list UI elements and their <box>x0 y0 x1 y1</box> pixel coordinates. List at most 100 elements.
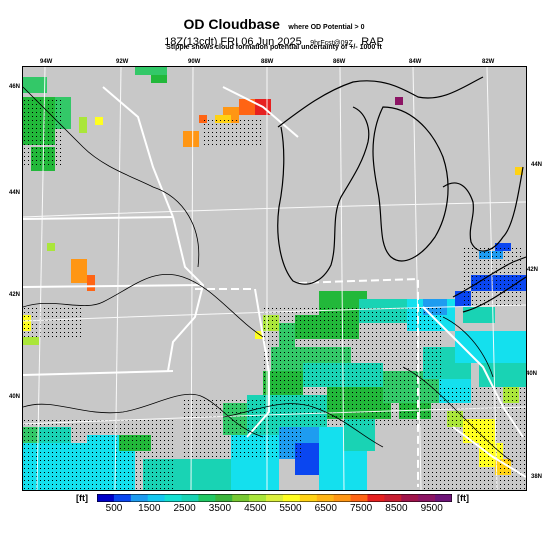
cloudbase-cell <box>455 363 463 371</box>
cloudbase-cell <box>183 131 191 139</box>
cloudbase-cell <box>503 379 511 387</box>
cloudbase-cell <box>511 363 519 371</box>
cloudbase-cell <box>359 459 367 467</box>
cloudbase-cell <box>335 475 343 483</box>
cloudbase-cell <box>359 483 367 490</box>
title-note: where OD Potential > 0 <box>288 24 365 31</box>
cloudbase-cell <box>303 443 311 451</box>
cloudbase-cell <box>487 331 495 339</box>
cloudbase-cell <box>23 77 31 85</box>
cloudbase-cell <box>239 483 247 490</box>
cloudbase-cell <box>23 85 31 93</box>
cloudbase-cell <box>487 347 495 355</box>
cloudbase-cell <box>207 483 215 490</box>
colorbar-tick-label: 500 <box>105 503 123 514</box>
cloudbase-cell <box>87 275 95 283</box>
cloudbase-cell <box>319 475 327 483</box>
cloudbase-cell <box>191 483 199 490</box>
cloudbase-cell <box>327 451 335 459</box>
cloudbase-cell <box>503 371 511 379</box>
cloudbase-cell <box>367 443 375 451</box>
cloudbase-cell <box>479 339 487 347</box>
cloudbase-cell <box>479 371 487 379</box>
cloudbase-cell <box>351 299 359 307</box>
cloudbase-cell <box>511 371 519 379</box>
cloudbase-cell <box>79 259 87 267</box>
cloudbase-cell <box>447 347 455 355</box>
longitude-line <box>114 67 122 490</box>
cloudbase-cell <box>175 483 183 490</box>
cloudbase-cell <box>351 435 359 443</box>
cloudbase-cell <box>247 467 255 475</box>
cloudbase-cell <box>359 299 367 307</box>
cloudbase-cell <box>351 427 359 435</box>
cloudbase-cell <box>327 299 335 307</box>
cloudbase-cell <box>335 427 343 435</box>
cloudbase-cell <box>311 427 319 435</box>
cloudbase-cell <box>327 459 335 467</box>
cloudbase-cell <box>463 339 471 347</box>
cloudbase-cell <box>351 443 359 451</box>
cloudbase-cell <box>319 291 327 299</box>
colorbar-tick-label: 1500 <box>138 503 161 514</box>
valid-time-line: 18Z(13cdt) FRI 06 Jun 2025 9hrFcst@09Z R… <box>0 32 548 50</box>
cloudbase-cell <box>159 75 167 83</box>
cloudbase-cell <box>271 459 279 467</box>
cloudbase-cell <box>359 443 367 451</box>
cloudbase-cell <box>175 459 183 467</box>
cloudbase-cell <box>519 363 526 371</box>
cloudbase-cell <box>455 291 463 299</box>
state-border <box>246 288 270 438</box>
latitude-line <box>23 406 526 425</box>
cloudbase-cell <box>79 117 87 125</box>
cloudbase-cell <box>71 267 79 275</box>
state-border <box>167 216 205 372</box>
cloudbase-cell <box>255 459 263 467</box>
cloudbase-cell <box>495 363 503 371</box>
cloudbase-cell <box>495 339 503 347</box>
cloudbase-cell <box>463 363 471 371</box>
cloudbase-cell <box>479 331 487 339</box>
cloudbase-cell <box>303 451 311 459</box>
lon-label: 84W <box>409 59 422 65</box>
cloudbase-cell <box>519 379 526 387</box>
cloudbase-cell <box>487 371 495 379</box>
cloudbase-cell <box>239 459 247 467</box>
cloudbase-cell <box>479 355 487 363</box>
state-border <box>422 306 524 438</box>
cloudbase-cell <box>247 99 255 107</box>
colorbar-swatch <box>316 494 335 502</box>
cloudbase-cell <box>207 475 215 483</box>
lat-label: 46N <box>9 84 21 90</box>
cloudbase-cell <box>335 467 343 475</box>
cloudbase-cell <box>335 459 343 467</box>
cloudbase-cell <box>159 67 167 75</box>
cloudbase-cell <box>359 475 367 483</box>
colorbar-swatch <box>130 494 149 502</box>
cloudbase-cell <box>239 107 247 115</box>
cloudbase-cell <box>335 451 343 459</box>
colorbar-tick-label: 5500 <box>279 503 302 514</box>
lon-label: 90W <box>188 59 201 65</box>
cloudbase-cell <box>495 347 503 355</box>
cloudbase-cell <box>303 467 311 475</box>
cloudbase-cell <box>503 347 511 355</box>
cloudbase-cell <box>343 443 351 451</box>
cloudbase-cell <box>79 125 87 133</box>
lower-peninsula-coast <box>372 106 449 262</box>
cloudbase-cell <box>199 483 207 490</box>
cloudbase-cell <box>519 339 526 347</box>
coastline <box>277 76 484 128</box>
cloudbase-cell <box>207 459 215 467</box>
cloudbase-cell <box>447 315 455 323</box>
cloudbase-cell <box>311 443 319 451</box>
cloudbase-cell <box>391 299 399 307</box>
cloudbase-cell <box>431 299 439 307</box>
cloudbase-cell <box>503 355 511 363</box>
cloudbase-cell <box>327 483 335 490</box>
longitude-line <box>190 67 194 490</box>
cloudbase-cell <box>63 97 71 105</box>
cloudbase-cell <box>71 259 79 267</box>
cloudbase-cell <box>455 347 463 355</box>
cloudbase-cell <box>191 139 199 147</box>
